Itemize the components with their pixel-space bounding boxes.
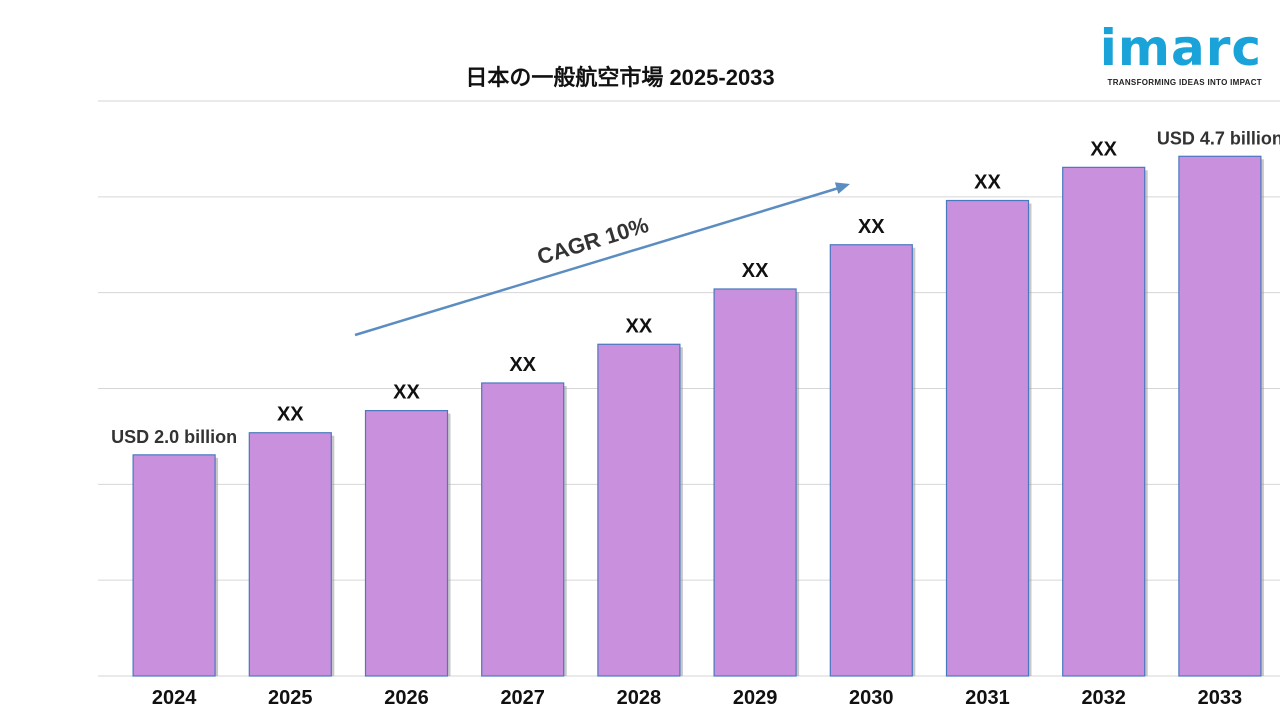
bar	[945, 199, 1030, 677]
x-tick-label: 2030	[849, 687, 894, 709]
bar	[1178, 155, 1262, 677]
data-label: XX	[626, 315, 653, 337]
x-tick-label: 2029	[733, 687, 778, 709]
bar	[713, 288, 797, 677]
bar	[132, 454, 216, 677]
bar	[364, 410, 449, 677]
x-tick-label: 2027	[500, 687, 545, 709]
chart-title: 日本の一般航空市場 2025-2033	[465, 65, 775, 90]
data-label: USD 4.7 billion	[1157, 128, 1280, 148]
imarc-logo: imarc TRANSFORMING IDEAS INTO IMPACT	[1087, 22, 1262, 87]
x-tick-label: 2031	[965, 687, 1010, 709]
x-tick-label: 2032	[1081, 687, 1126, 709]
data-label: XX	[393, 382, 420, 404]
data-label: XX	[858, 216, 885, 238]
data-label: XX	[742, 260, 769, 282]
data-label: XX	[974, 172, 1001, 194]
bar	[248, 432, 332, 677]
x-tick-label: 2024	[152, 687, 197, 709]
data-label: XX	[277, 404, 304, 426]
cagr-annotation: CAGR 10%	[534, 212, 651, 270]
x-tick-label: 2028	[617, 687, 662, 709]
x-tick-label: 2033	[1198, 687, 1243, 709]
data-label: XX	[1090, 138, 1117, 160]
cagr-arrow-head	[834, 182, 850, 194]
logo-tagline: TRANSFORMING IDEAS INTO IMPACT	[1107, 78, 1262, 87]
x-tick-label: 2025	[268, 687, 313, 709]
bar	[481, 382, 565, 677]
bar	[1062, 166, 1146, 677]
cagr-arrow-line	[354, 185, 843, 337]
bar	[829, 244, 913, 677]
data-label: USD 2.0 billion	[111, 427, 237, 447]
logo-wordmark: imarc	[1099, 19, 1262, 77]
bar	[597, 343, 681, 677]
data-label: XX	[509, 354, 536, 376]
x-tick-label: 2026	[384, 687, 429, 709]
